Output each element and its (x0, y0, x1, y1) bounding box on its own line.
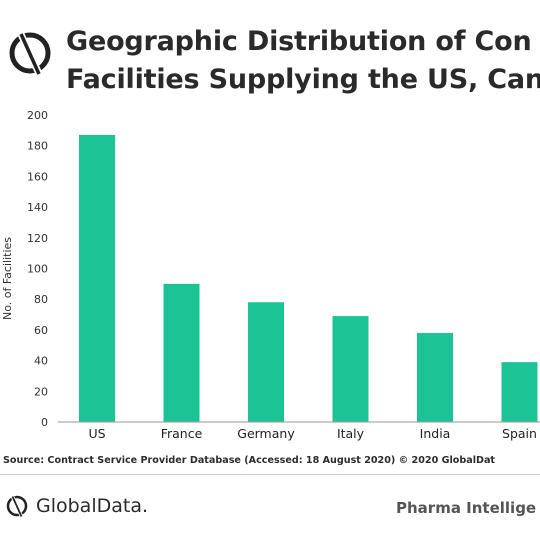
y-tick-label: 100 (27, 263, 48, 276)
footer-divider (0, 474, 540, 475)
x-tick-label: Italy (337, 426, 365, 441)
bar-spain (501, 362, 538, 422)
y-tick-label: 20 (34, 385, 48, 398)
chart-title-line-2: Facilities Supplying the US, Can (66, 64, 540, 95)
y-tick-label: 60 (34, 324, 48, 337)
globaldata-logo-icon (9, 30, 51, 78)
x-axis-tick-labels: US France Germany Italy India Spain (88, 426, 537, 441)
y-tick-label: 0 (41, 416, 48, 429)
x-tick-label: India (420, 426, 451, 441)
footer-brand-name: GlobalData. (36, 495, 149, 517)
chart-title-line-1: Geographic Distribution of Con (66, 26, 532, 57)
x-tick-label: US (88, 426, 105, 441)
source-note: Source: Contract Service Provider Databa… (3, 455, 496, 466)
y-tick-label: 180 (27, 140, 48, 153)
y-tick-label: 120 (27, 232, 48, 245)
footer-logo: GlobalData. (4, 492, 148, 520)
y-tick-label: 140 (27, 201, 48, 214)
bars (79, 134, 538, 422)
globaldata-small-logo-icon (6, 494, 28, 519)
footer-tagline: Pharma Intellige (396, 499, 537, 517)
bar-chart: 0 20 40 60 80 100 120 140 160 180 200 US France Germ… (1, 109, 540, 441)
bar-italy (332, 316, 369, 422)
x-tick-label: France (161, 426, 203, 441)
x-tick-label: Spain (502, 426, 537, 441)
y-axis-label: No. of Facilities (1, 237, 14, 320)
x-tick-label: Germany (237, 426, 295, 441)
y-tick-label: 200 (27, 109, 48, 122)
bar-us (79, 134, 115, 422)
y-tick-label: 80 (34, 293, 48, 306)
bar-france (163, 283, 200, 422)
bar-germany (248, 302, 284, 422)
y-tick-label: 40 (34, 355, 48, 368)
bar-india (417, 332, 453, 422)
y-axis-ticks: 0 20 40 60 80 100 120 140 160 180 200 (27, 109, 48, 429)
y-tick-label: 160 (27, 170, 48, 183)
